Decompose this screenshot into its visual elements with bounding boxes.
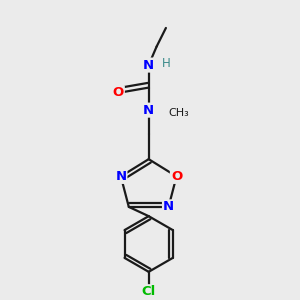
Text: Cl: Cl	[142, 285, 156, 298]
Text: N: N	[143, 103, 154, 117]
Text: O: O	[112, 86, 124, 99]
Text: H: H	[162, 57, 171, 70]
Text: CH₃: CH₃	[169, 108, 189, 118]
Text: N: N	[115, 170, 126, 183]
Text: N: N	[143, 58, 154, 72]
Text: N: N	[163, 200, 174, 213]
Text: O: O	[171, 170, 182, 183]
